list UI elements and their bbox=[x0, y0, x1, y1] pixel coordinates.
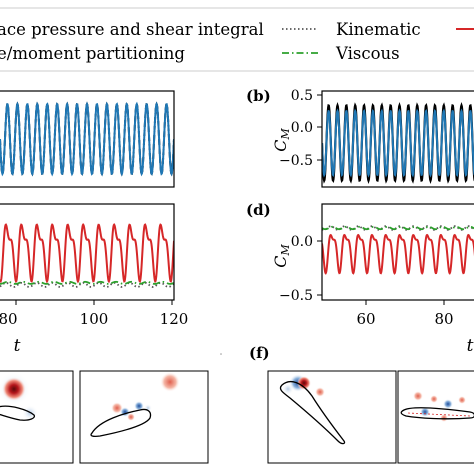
panel-b-y-ticks: 0.5 0.0 −0.5 bbox=[279, 88, 322, 169]
legend-integral-label: ace pressure and shear integral bbox=[0, 20, 264, 39]
panel-d-xtick-label: 80 bbox=[434, 310, 453, 328]
panel-b-ytick-label: 0.0 bbox=[291, 120, 313, 136]
panel-d-frame bbox=[321, 203, 474, 301]
panel-f-label: (f) bbox=[249, 344, 270, 362]
panel-a-series-integral-line bbox=[0, 101, 174, 177]
panel-d-xtick-label: 60 bbox=[356, 310, 375, 328]
panel-d-ytick-label: 0.0 bbox=[291, 234, 313, 250]
panel-b: (b) CM 0.5 0.0 −0.5 bbox=[246, 87, 474, 188]
legend: Kinematic Viscous ace pressure and shear… bbox=[0, 7, 474, 72]
flow-snapshot-3 bbox=[267, 370, 397, 464]
panel-c-xlabel: t bbox=[14, 336, 21, 356]
legend-partition-label: e/moment partitioning bbox=[0, 44, 185, 63]
panel-d: (d) CM 0.0 −0.5 60 80 t bbox=[246, 201, 474, 356]
panel-c-xtick-label: 80 bbox=[0, 310, 18, 328]
panel-c-series-kinematic-line bbox=[0, 281, 174, 288]
panel-a bbox=[0, 90, 175, 188]
panel-b-label: (b) bbox=[246, 87, 271, 105]
flow-snapshot-2 bbox=[79, 370, 209, 464]
panel-b-frame bbox=[321, 90, 474, 188]
panel-c-xtick-label: 120 bbox=[160, 310, 189, 328]
panel-d-label: (d) bbox=[246, 201, 271, 219]
panel-d-ylabel: CM bbox=[271, 244, 292, 268]
panel-c-xtick-label: 100 bbox=[80, 310, 109, 328]
stray-dot bbox=[220, 353, 222, 355]
panel-c-series-viscous-line bbox=[0, 280, 174, 285]
panel-b-ylabel: CM bbox=[271, 128, 292, 152]
panel-d-xlabel: t bbox=[467, 336, 474, 356]
panel-d-ytick-label: −0.5 bbox=[279, 288, 313, 304]
panel-c-series-red-line bbox=[0, 223, 174, 284]
panel-c-frame bbox=[0, 203, 175, 301]
legend-viscous-label: Viscous bbox=[335, 44, 400, 63]
panel-b-series-integral-line bbox=[322, 108, 474, 178]
legend-box bbox=[0, 7, 474, 72]
panel-d-series-viscous-line bbox=[322, 225, 474, 231]
panel-a-frame bbox=[0, 90, 175, 188]
panel-c-x-ticks: 80 100 120 bbox=[0, 300, 188, 328]
panel-b-ytick-label: −0.5 bbox=[279, 153, 313, 169]
panel-d-y-ticks: 0.0 −0.5 bbox=[279, 234, 322, 304]
panel-d-x-ticks: 60 80 bbox=[356, 300, 454, 328]
flow-snapshot-4 bbox=[397, 370, 474, 464]
panel-b-ytick-label: 0.5 bbox=[291, 88, 313, 104]
panel-d-series-red-line bbox=[322, 233, 474, 275]
legend-kinematic-label: Kinematic bbox=[336, 20, 421, 39]
panel-c: 80 100 120 t bbox=[0, 203, 188, 356]
flow-snapshot-1 bbox=[0, 370, 74, 464]
